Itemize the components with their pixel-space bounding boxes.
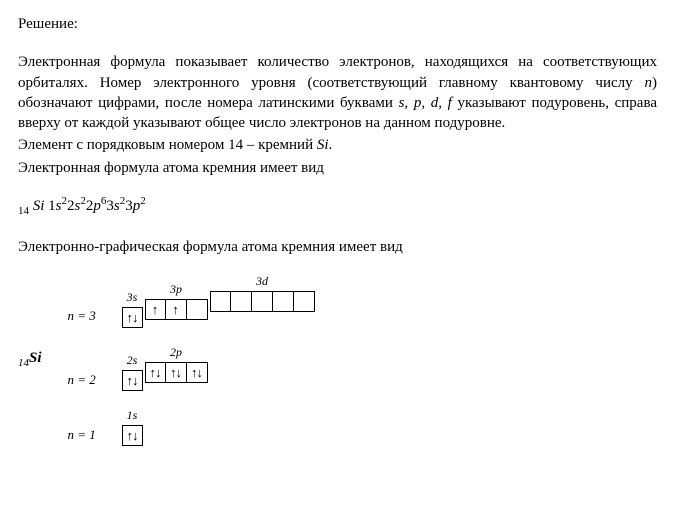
element-atomic-number: 14 — [18, 357, 29, 369]
orbital-boxes — [122, 307, 143, 328]
paragraph-1: Электронная формула показывает количеств… — [18, 52, 657, 133]
level-row-n1: n = 1 1s — [68, 407, 317, 446]
sublevel-3p: 3p — [145, 281, 208, 320]
sublevel-3d: 3d — [210, 273, 315, 312]
orbital-box — [187, 299, 208, 320]
element-symbol: Si — [29, 350, 42, 366]
orbital-boxes — [145, 299, 208, 320]
para2-text-a: Элемент с порядковым номером 14 – кремни… — [18, 137, 317, 153]
orbital-boxes — [210, 291, 315, 312]
sublevel-label: 3p — [170, 281, 182, 297]
sublevel-label: 3s — [127, 289, 138, 305]
orbital-box — [210, 291, 231, 312]
orbital-box — [273, 291, 294, 312]
sublevel-label: 2s — [127, 352, 138, 368]
orbital-box — [122, 370, 143, 391]
n-label: n = 3 — [68, 307, 116, 328]
n-label: n = 2 — [68, 371, 116, 392]
element-label: 14Si — [18, 348, 42, 371]
orbital-box — [166, 299, 187, 320]
orbital-box — [145, 299, 166, 320]
para1-spdf: s, p, d, f — [399, 95, 452, 111]
solution-heading: Решение: — [18, 14, 657, 34]
level-row-n2: n = 2 2s 2p — [68, 344, 317, 391]
orbital-box — [122, 425, 143, 446]
electron-formula: 14 Si 1s22s22p63s23p2 — [18, 194, 657, 219]
orbital-boxes — [122, 425, 143, 446]
sublevel-label: 2p — [170, 344, 182, 360]
para1-n: n — [645, 75, 653, 91]
orbital-box — [166, 362, 187, 383]
orbital-box — [231, 291, 252, 312]
orbital-box — [145, 362, 166, 383]
n-label: n = 1 — [68, 426, 116, 447]
level-row-n3: n = 3 3s 3p 3d — [68, 273, 317, 328]
paragraph-4: Электронно-графическая формула атома кре… — [18, 237, 657, 257]
para1-text-a: Электронная формула показывает количеств… — [18, 54, 657, 90]
orbital-box — [294, 291, 315, 312]
orbital-box — [187, 362, 208, 383]
sublevel-2p: 2p — [145, 344, 208, 383]
para2-si: Si — [317, 137, 329, 153]
paragraph-2: Элемент с порядковым номером 14 – кремни… — [18, 135, 657, 155]
sublevel-label: 3d — [256, 273, 268, 289]
orbital-box — [122, 307, 143, 328]
sublevel-2s: 2s — [122, 352, 143, 391]
orbital-box — [252, 291, 273, 312]
para2-text-b: . — [329, 137, 333, 153]
sublevel-label: 1s — [127, 407, 138, 423]
sublevel-3s: 3s — [122, 289, 143, 328]
orbital-diagram: 14Si n = 3 3s 3p 3d n = 2 2s 2p n = 1 1s — [18, 273, 657, 447]
orbital-boxes — [145, 362, 208, 383]
sublevel-1s: 1s — [122, 407, 143, 446]
paragraph-3: Электронная формула атома кремния имеет … — [18, 158, 657, 178]
orbital-boxes — [122, 370, 143, 391]
